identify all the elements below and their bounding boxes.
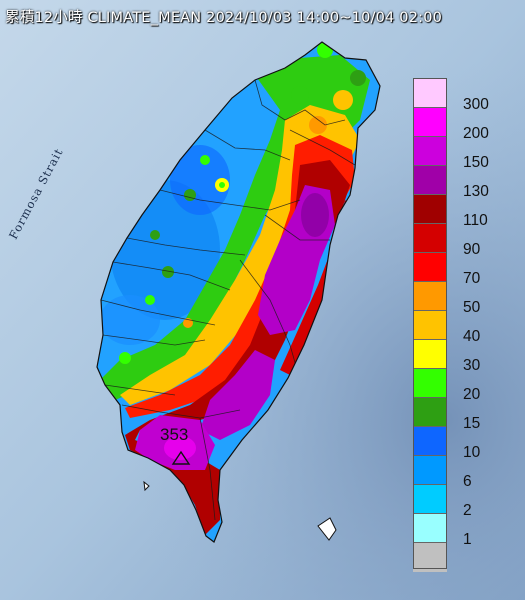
legend-swatch xyxy=(413,136,447,166)
legend-swatch xyxy=(413,455,447,485)
legend-swatch xyxy=(413,339,447,369)
legend-swatch xyxy=(413,484,447,514)
legend-swatch xyxy=(413,368,447,398)
legend-swatch xyxy=(413,107,447,137)
legend-label: 15 xyxy=(463,415,481,432)
legend-label: 90 xyxy=(463,241,481,258)
legend-label: 40 xyxy=(463,328,481,345)
legend-swatch xyxy=(413,542,447,572)
legend-swatch xyxy=(413,223,447,253)
legend-label: 150 xyxy=(463,154,489,171)
legend-label: 130 xyxy=(463,183,489,200)
legend-swatch xyxy=(413,397,447,427)
legend-swatch xyxy=(413,78,447,107)
legend-label: 10 xyxy=(463,444,481,461)
legend-swatch xyxy=(413,310,447,340)
legend-swatch xyxy=(413,281,447,311)
legend-label: 70 xyxy=(463,270,481,287)
legend-label: 2 xyxy=(463,502,472,519)
legend-label: 110 xyxy=(463,212,488,229)
taiwan-outline xyxy=(96,41,381,543)
legend-label: 300 xyxy=(463,96,489,113)
xiaoliuqiu-island xyxy=(143,480,150,492)
map-title: 累積12小時 CLIMATE_MEAN 2024/10/03 14:00~10/… xyxy=(5,10,443,26)
legend-swatch xyxy=(413,165,447,195)
legend-label: 50 xyxy=(463,299,481,316)
peak-value-label: 353 xyxy=(160,425,189,444)
legend-swatch xyxy=(413,252,447,282)
legend-label: 1 xyxy=(463,531,472,548)
legend-label: 6 xyxy=(463,473,472,490)
triangle-marker-icon xyxy=(171,450,191,465)
legend-swatch xyxy=(413,426,447,456)
legend-swatch xyxy=(413,194,447,224)
legend-label: 30 xyxy=(463,357,481,374)
legend-swatch xyxy=(413,513,447,543)
lanyu-island xyxy=(317,517,337,541)
legend-label: 200 xyxy=(463,125,489,142)
legend-label: 20 xyxy=(463,386,481,403)
